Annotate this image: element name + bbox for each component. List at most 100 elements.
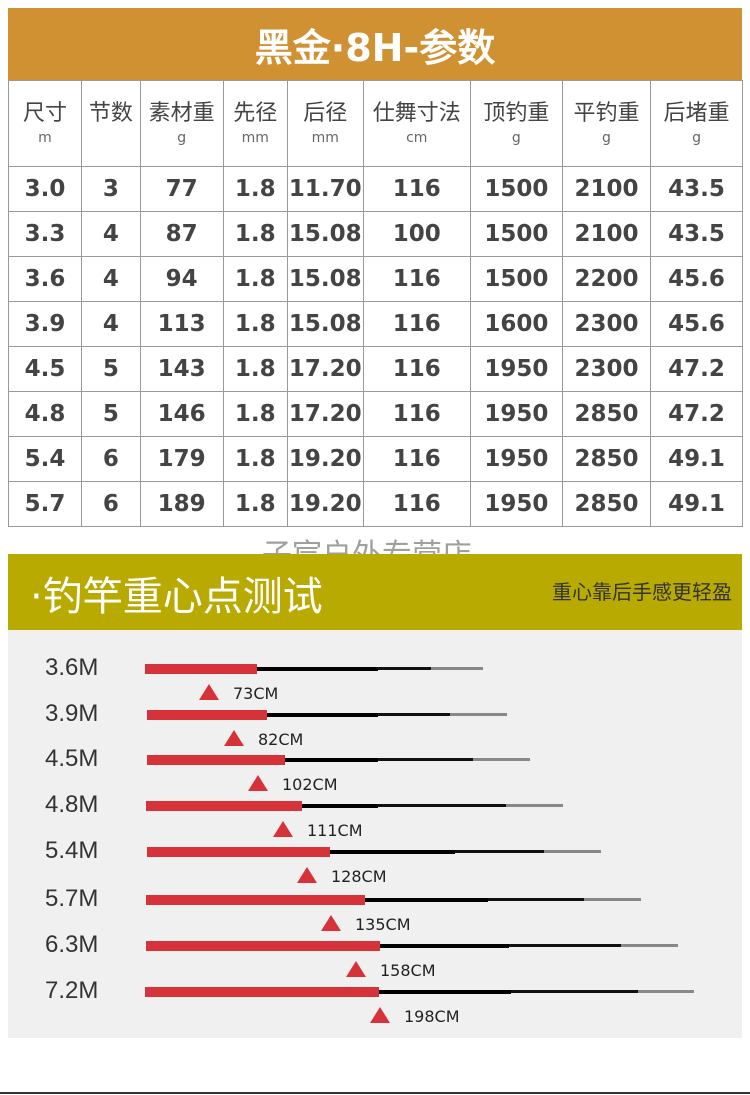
balance-point-marker-icon — [248, 775, 268, 791]
section-subtitle: 重心靠后手感更轻盈 — [552, 580, 732, 604]
column-label: 平钓重 — [573, 100, 640, 126]
table-cell: 1500 — [469, 256, 563, 302]
table-cell: 116 — [362, 436, 471, 482]
table-cell: 1.8 — [222, 436, 288, 482]
table-cell: 116 — [362, 391, 471, 437]
table-row: 5.7 6 189 1.8 19.20 116 1950 2850 49.1 — [8, 481, 743, 527]
page-title: 黑金·8H-参数 — [8, 8, 742, 80]
column-label: 尺寸 — [22, 100, 67, 126]
rod-tip — [621, 944, 678, 947]
column-label: 先径 — [233, 100, 278, 126]
column-label: 素材重 — [148, 100, 215, 126]
rod-grip — [147, 847, 330, 857]
rod-tip — [584, 898, 641, 901]
table-cell: 5 — [80, 346, 141, 392]
table-cell: 6 — [80, 436, 141, 482]
rod-section — [257, 667, 378, 671]
table-cell: 1.8 — [222, 301, 288, 347]
column-unit: g — [177, 129, 187, 146]
table-cell: 1950 — [469, 391, 563, 437]
column-label: 节数 — [88, 100, 133, 126]
table-cell: 3.9 — [8, 301, 82, 347]
balance-point-label: 73CM — [233, 684, 279, 703]
rod-grip — [145, 664, 257, 674]
table-row: 3.6 4 94 1.8 15.08 116 1500 2200 45.6 — [8, 256, 743, 302]
section-header: ·钓竿重心点测试 重心靠后手感更轻盈 — [8, 554, 742, 630]
column-unit: g — [511, 129, 521, 146]
table-row: 3.0 3 77 1.8 11.70 116 1500 2100 43.5 — [8, 166, 743, 212]
column-header: 后堵重 g — [650, 80, 743, 167]
table-cell: 2300 — [561, 346, 652, 392]
table-cell: 5 — [80, 391, 141, 437]
column-unit — [82, 128, 140, 148]
table-cell: 17.20 — [286, 391, 364, 437]
balance-panel — [8, 630, 742, 1038]
rod-length-label: 3.9M — [45, 700, 99, 727]
table-cell: 113 — [139, 301, 224, 347]
table-cell: 2100 — [561, 166, 652, 212]
table-cell: 1950 — [469, 346, 563, 392]
table-cell: 15.08 — [286, 211, 364, 257]
table-row: 4.5 5 143 1.8 17.20 116 1950 2300 47.2 — [8, 346, 743, 392]
balance-point-marker-icon — [370, 1007, 390, 1023]
table-cell: 5.7 — [8, 481, 82, 527]
column-header: 顶钓重 g — [469, 80, 563, 167]
balance-point-marker-icon — [346, 961, 366, 977]
column-unit: mm — [241, 129, 269, 146]
rod-tip — [544, 850, 601, 853]
table-cell: 4.8 — [8, 391, 82, 437]
rod-section — [330, 850, 455, 854]
table-cell: 5.4 — [8, 436, 82, 482]
table-cell: 94 — [139, 256, 224, 302]
table-cell: 17.20 — [286, 346, 364, 392]
column-header: 素材重 g — [139, 80, 224, 167]
section-title: ·钓竿重心点测试 — [30, 574, 323, 620]
rod-section — [509, 944, 621, 947]
table-cell: 116 — [362, 256, 471, 302]
table-cell: 179 — [139, 436, 224, 482]
balance-point-marker-icon — [273, 821, 293, 837]
rod-length-label: 5.4M — [45, 837, 99, 864]
table-cell: 47.2 — [650, 391, 743, 437]
table-cell: 43.5 — [650, 166, 743, 212]
balance-point-label: 128CM — [331, 867, 387, 886]
rod-length-label: 4.5M — [45, 745, 99, 772]
rod-section — [378, 758, 473, 761]
column-label: 后堵重 — [663, 100, 730, 126]
rod-tip — [506, 804, 563, 807]
table-cell: 43.5 — [650, 211, 743, 257]
table-cell: 1500 — [469, 211, 563, 257]
table-cell: 2850 — [561, 391, 652, 437]
table-cell: 4 — [80, 256, 141, 302]
table-cell: 6 — [80, 481, 141, 527]
table-cell: 1.8 — [222, 346, 288, 392]
spec-table: 尺寸 m 节数 素材重 g 先径 mm 后径 mm 仕舞寸法 cm 顶钓重 g 平钓重 g 后堵重 g 3.0 3… — [8, 80, 743, 527]
table-cell: 1950 — [469, 481, 563, 527]
table-cell: 2200 — [561, 256, 652, 302]
column-header: 平钓重 g — [561, 80, 652, 167]
table-cell: 100 — [362, 211, 471, 257]
balance-point-marker-icon — [321, 915, 341, 931]
table-cell: 143 — [139, 346, 224, 392]
table-cell: 45.6 — [650, 256, 743, 302]
rod-tip — [431, 667, 483, 670]
table-cell: 2100 — [561, 211, 652, 257]
balance-point-marker-icon — [199, 684, 219, 700]
table-cell: 1.8 — [222, 166, 288, 212]
table-cell: 116 — [362, 481, 471, 527]
balance-point-label: 158CM — [380, 961, 436, 980]
table-cell: 49.1 — [650, 436, 743, 482]
table-cell: 116 — [362, 166, 471, 212]
table-row: 3.9 4 113 1.8 15.08 116 1600 2300 45.6 — [8, 301, 743, 347]
rod-section — [285, 758, 378, 762]
balance-point-label: 102CM — [282, 775, 338, 794]
balance-point-marker-icon — [224, 730, 244, 746]
table-cell: 1.8 — [222, 256, 288, 302]
rod-tip — [473, 758, 530, 761]
rod-grip — [147, 755, 285, 765]
table-cell: 87 — [139, 211, 224, 257]
rod-length-label: 3.6M — [45, 654, 99, 681]
rod-section — [511, 990, 638, 993]
table-cell: 15.08 — [286, 301, 364, 347]
column-unit: mm — [311, 129, 339, 146]
